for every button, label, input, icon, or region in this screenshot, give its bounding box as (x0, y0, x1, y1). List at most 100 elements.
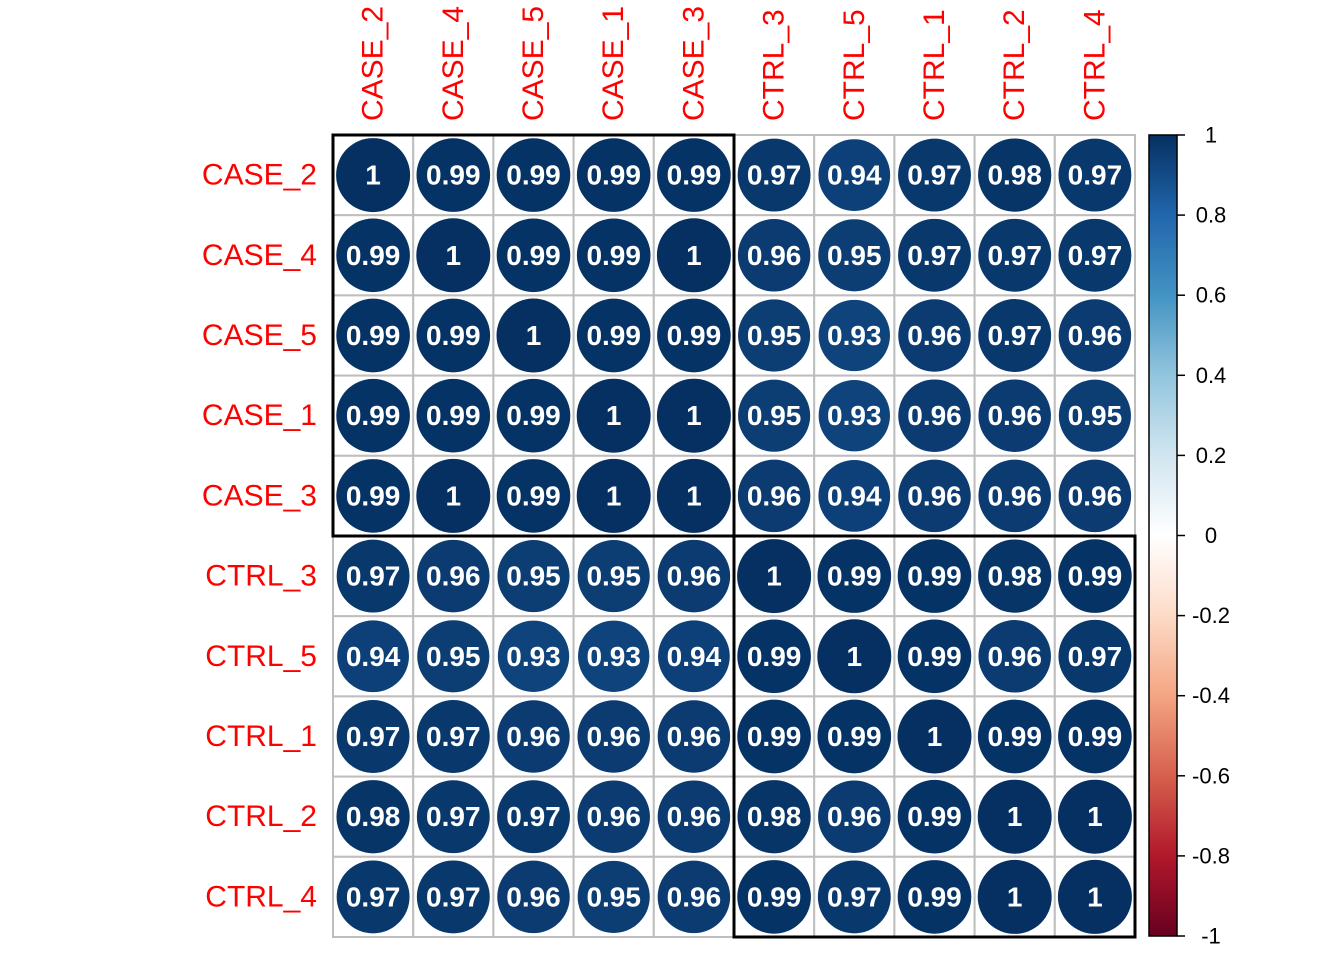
correlation-value-label: 0.97 (426, 721, 481, 752)
correlation-circle (977, 779, 1052, 854)
correlation-circle (657, 700, 731, 773)
correlation-circle (1058, 699, 1132, 774)
colorbar-gradient (1148, 134, 1178, 937)
correlation-circle (577, 700, 650, 773)
correlation-circle (336, 138, 411, 213)
colorbar: 1 0.8 0.6 0.4 0.2 0 -0.2 -0.4 -0.6 -0.8 -1 (1148, 123, 1230, 949)
column-label: CTRL_3 (758, 9, 791, 121)
colorbar-tick-label: 0 (1205, 523, 1217, 548)
row-label: CTRL_3 (205, 560, 317, 593)
correlation-circle (977, 699, 1052, 774)
correlation-value-label: 1 (526, 320, 542, 351)
correlation-circle (496, 459, 571, 533)
correlation-circle (897, 779, 972, 854)
correlation-circle (818, 380, 890, 452)
correlation-value-label: 1 (686, 240, 702, 271)
correlation-value-label: 1 (847, 641, 863, 672)
correlation-circle (657, 539, 731, 613)
correlation-circle (496, 218, 571, 293)
colorbar-tick-label: 0.2 (1196, 443, 1227, 468)
correlation-circle (656, 218, 731, 293)
correlation-circle (737, 780, 811, 854)
correlation-circle (818, 139, 891, 211)
column-label: CASE_5 (517, 6, 550, 121)
correlation-circle (336, 780, 410, 854)
correlation-circles (336, 138, 1132, 934)
colorbar-tick-label: -0.6 (1192, 763, 1230, 788)
correlation-circle (978, 539, 1052, 613)
correlation-circle (737, 138, 811, 212)
correlation-circle (897, 539, 972, 613)
correlation-value-label: 0.95 (586, 881, 641, 912)
correlation-circle (336, 539, 410, 613)
correlation-circle (336, 298, 410, 373)
correlation-value-label: 0.95 (586, 561, 641, 592)
correlation-value-label: 0.98 (987, 561, 1042, 592)
axis-labels: CASE_2 CASE_4 CASE_5 CASE_1 CASE_3 CTRL_3 CTRL… (202, 6, 1111, 913)
colorbar-tick-label: 1 (1205, 123, 1217, 148)
correlation-circle (578, 620, 650, 692)
correlation-circle (1057, 859, 1132, 934)
colorbar-tick-label: 0.4 (1196, 363, 1227, 388)
correlation-value-label: 1 (1087, 881, 1103, 912)
correlation-value-label: 0.95 (506, 561, 561, 592)
correlation-value-label: 0.99 (667, 160, 722, 191)
correlation-circle (656, 378, 731, 453)
correlation-circle (737, 699, 811, 774)
correlation-value-label: 0.96 (667, 881, 722, 912)
correlation-value-label: 0.99 (346, 240, 401, 271)
correlation-circle (1058, 299, 1132, 372)
row-label: CTRL_5 (205, 640, 317, 673)
correlation-value-label: 0.99 (747, 641, 802, 672)
correlation-value-label: 0.99 (747, 721, 802, 752)
correlation-value-label: 0.97 (1068, 641, 1123, 672)
correlation-value-label: 0.97 (346, 561, 401, 592)
correlation-value-label: 0.97 (346, 721, 401, 752)
correlation-circle (818, 299, 890, 372)
colorbar-tick-label: -1 (1201, 924, 1221, 949)
correlation-circle (576, 218, 651, 293)
correlation-circle (336, 459, 410, 533)
correlation-value-label: 0.97 (987, 240, 1042, 271)
correlation-value-label: 0.99 (827, 721, 882, 752)
correlation-value-label: 0.97 (827, 881, 882, 912)
correlation-circle (336, 860, 410, 934)
correlation-value-label: 1 (446, 480, 462, 511)
correlation-circle (657, 780, 731, 853)
correlation-value-label: 0.99 (346, 480, 401, 511)
correlation-circle (978, 218, 1052, 292)
correlation-circle (978, 299, 1052, 372)
correlation-circle (897, 699, 972, 774)
correlation-circle (897, 860, 972, 934)
correlation-circle (417, 539, 490, 613)
correlation-value-label: 0.97 (506, 801, 561, 832)
correlation-circle (576, 458, 651, 533)
correlation-value-label: 0.93 (506, 641, 561, 672)
correlation-circle (577, 780, 650, 853)
correlation-circle (336, 378, 410, 453)
correlation-circle (658, 620, 730, 693)
correlation-value-label: 0.96 (747, 240, 802, 271)
correlation-circle (577, 860, 650, 933)
correlation-circle (496, 298, 571, 373)
column-label: CTRL_2 (998, 9, 1031, 121)
correlation-value-label: 0.99 (426, 400, 481, 431)
correlation-circle (817, 860, 891, 934)
correlation-value-label: 0.96 (827, 801, 882, 832)
correlation-circle (576, 138, 651, 212)
colorbar-tick-label: 0.6 (1196, 283, 1227, 308)
correlation-circle (1058, 138, 1132, 212)
correlation-circle (737, 619, 811, 694)
correlation-value-label: 0.97 (907, 240, 962, 271)
correlation-value-label: 0.99 (586, 320, 641, 351)
correlation-circle (497, 620, 570, 692)
column-label: CTRL_4 (1078, 9, 1111, 121)
correlation-circle (496, 378, 571, 453)
correlation-value-label: 0.95 (827, 240, 882, 271)
correlation-value-label: 0.93 (827, 400, 882, 431)
correlation-circle (416, 138, 491, 212)
correlation-circle (978, 459, 1051, 533)
correlation-value-label: 0.97 (346, 881, 401, 912)
correlation-value-label: 0.96 (907, 480, 962, 511)
